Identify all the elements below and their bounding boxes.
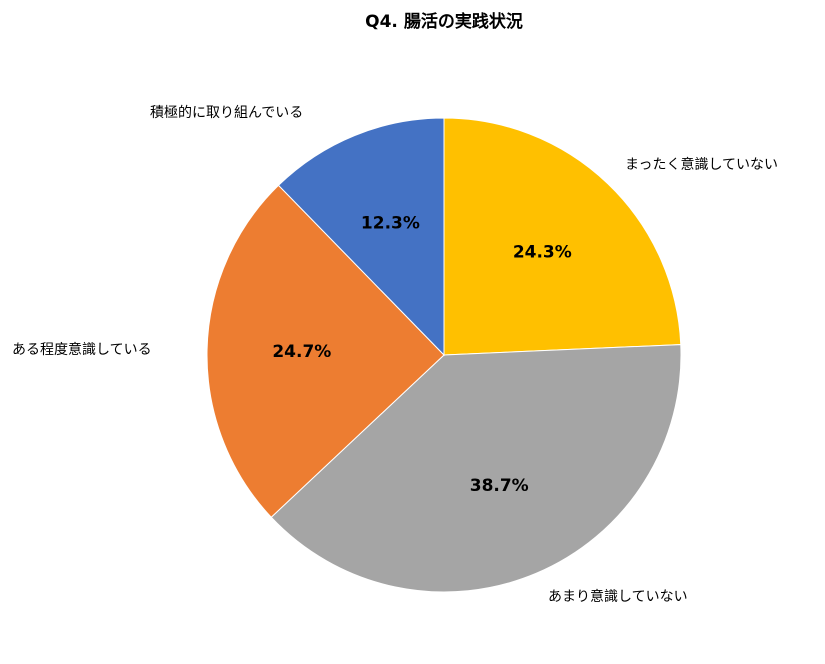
data-label: 24.7% xyxy=(272,342,331,362)
category-label: あまり意識していない xyxy=(548,588,688,605)
category-label: ある程度意識している xyxy=(12,341,152,358)
data-label: 38.7% xyxy=(470,476,529,496)
pie-slice xyxy=(206,184,445,518)
category-label: 積極的に取り組んでいる xyxy=(150,105,303,121)
pie-slice xyxy=(443,117,682,356)
pie-slice xyxy=(277,117,445,357)
data-label: 24.3% xyxy=(513,242,572,262)
chart-title: Q4. 腸活の実践状況 xyxy=(365,11,523,32)
category-label: まったく意識していない xyxy=(625,156,778,173)
data-label: 12.3% xyxy=(361,213,420,233)
pie-slice xyxy=(270,344,682,593)
